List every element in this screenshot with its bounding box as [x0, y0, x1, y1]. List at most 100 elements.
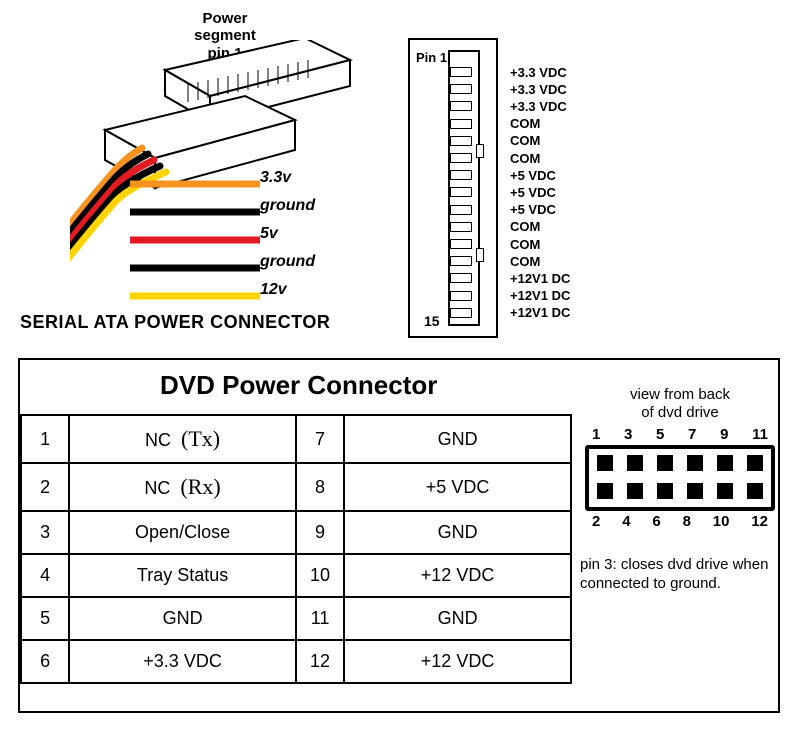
pin-label: COM	[510, 219, 540, 234]
pin-square	[627, 455, 643, 471]
pin-box	[450, 84, 472, 94]
pin-label: +5 VDC	[510, 202, 556, 217]
cell-num: 10	[296, 554, 344, 597]
pin-label: +3.3 VDC	[510, 99, 567, 114]
pin-square	[657, 455, 673, 471]
cell-num: 3	[21, 511, 69, 554]
pin-label: COM	[510, 116, 540, 131]
table-row: 2NC (Rx)8+5 VDC	[21, 463, 571, 511]
cell-num: 6	[21, 640, 69, 683]
page: Power segment pin 1	[0, 0, 800, 729]
cell-label: +12 VDC	[344, 640, 571, 683]
cell-label: NC (Tx)	[69, 415, 296, 463]
table-row: 4Tray Status10+12 VDC	[21, 554, 571, 597]
pin1-text: Pin 1	[416, 50, 447, 65]
pin-box	[450, 136, 472, 146]
cell-num: 2	[21, 463, 69, 511]
power-seg-l1: Power	[202, 10, 247, 27]
pin-row: +12V1 DC	[450, 290, 570, 302]
conn12-row-bot	[589, 477, 771, 505]
pin15-text: 15	[424, 313, 440, 329]
num: 1	[592, 426, 600, 443]
cell-label: Open/Close	[69, 511, 296, 554]
dvd-section: DVD Power Connector 1NC (Tx)7GND2NC (Rx)…	[18, 358, 780, 713]
dvd-note: pin 3: closes dvd drive when connected t…	[580, 556, 780, 594]
pin-row: COM	[450, 221, 540, 233]
pin-box	[450, 101, 472, 111]
cell-label: +3.3 VDC	[69, 640, 296, 683]
cell-num: 11	[296, 597, 344, 640]
num: 5	[656, 426, 664, 443]
wire-label-0: 3.3v	[260, 170, 315, 186]
conn12-row-top	[589, 449, 771, 477]
pinout-tab	[476, 144, 484, 158]
num: 12	[751, 513, 768, 530]
table-row: 3Open/Close9GND	[21, 511, 571, 554]
pin-box	[450, 273, 472, 283]
conn12	[585, 445, 775, 511]
pin-row: COM	[450, 118, 540, 130]
pin-box	[450, 291, 472, 301]
wire-label-2: 5v	[260, 226, 315, 242]
dvd-title: DVD Power Connector	[160, 370, 437, 401]
view-label-l1: view from back	[630, 386, 730, 403]
dvd-table: 1NC (Tx)7GND2NC (Rx)8+5 VDC3Open/Close9G…	[20, 414, 572, 684]
pin-square	[747, 483, 763, 499]
table-row: 6+3.3 VDC12+12 VDC	[21, 640, 571, 683]
pin-label: COM	[510, 151, 540, 166]
pin-row: +3.3 VDC	[450, 83, 567, 95]
pin-box	[450, 308, 472, 318]
view-label: view from back of dvd drive	[580, 386, 780, 422]
pin-row: COM	[450, 135, 540, 147]
pin-row: COM	[450, 238, 540, 250]
pin-label: +5 VDC	[510, 185, 556, 200]
num: 11	[752, 426, 768, 443]
pin-label: +3.3 VDC	[510, 82, 567, 97]
cell-num: 5	[21, 597, 69, 640]
wire-label-3: ground	[260, 254, 315, 270]
pin-label: +12V1 DC	[510, 305, 570, 320]
pin-row: +5 VDC	[450, 186, 556, 198]
pinout-tab	[476, 248, 484, 262]
cell-num: 12	[296, 640, 344, 683]
pin-label: COM	[510, 133, 540, 148]
num: 7	[688, 426, 696, 443]
view-nums-bot: 24681012	[592, 513, 768, 530]
num: 8	[683, 513, 691, 530]
pin-row: COM	[450, 152, 540, 164]
num: 6	[652, 513, 660, 530]
cell-num: 7	[296, 415, 344, 463]
cell-label: GND	[344, 511, 571, 554]
pin-label: +3.3 VDC	[510, 65, 567, 80]
top-section: Power segment pin 1	[10, 10, 790, 350]
wire-label-4: 12v	[260, 282, 315, 298]
num: 2	[592, 513, 600, 530]
pin-square	[687, 455, 703, 471]
pin-box	[450, 170, 472, 180]
pin-label: +5 VDC	[510, 168, 556, 183]
cell-num: 9	[296, 511, 344, 554]
cell-label: Tray Status	[69, 554, 296, 597]
pin-label: COM	[510, 254, 540, 269]
pin-label: COM	[510, 237, 540, 252]
pin-row: COM	[450, 255, 540, 267]
pin-square	[597, 455, 613, 471]
pin-box	[450, 187, 472, 197]
pin-square	[627, 483, 643, 499]
cell-label: GND	[344, 597, 571, 640]
table-row: 5GND11GND	[21, 597, 571, 640]
pin-label: +12V1 DC	[510, 288, 570, 303]
pin-square	[597, 483, 613, 499]
pin-row: +12V1 DC	[450, 272, 570, 284]
pin-box	[450, 119, 472, 129]
pin-square	[717, 455, 733, 471]
pin-box	[450, 222, 472, 232]
pin-box	[450, 256, 472, 266]
pin-row: +3.3 VDC	[450, 66, 567, 78]
pin-row: +5 VDC	[450, 204, 556, 216]
pinout-box: Pin 1 15 +3.3 VDC +3.3 VDC +3.3 VDC COM COM C…	[408, 38, 568, 348]
pin-box	[450, 67, 472, 77]
sata-connector-area: Power segment pin 1	[10, 10, 420, 340]
cell-label: +5 VDC	[344, 463, 571, 511]
pin-box	[450, 239, 472, 249]
